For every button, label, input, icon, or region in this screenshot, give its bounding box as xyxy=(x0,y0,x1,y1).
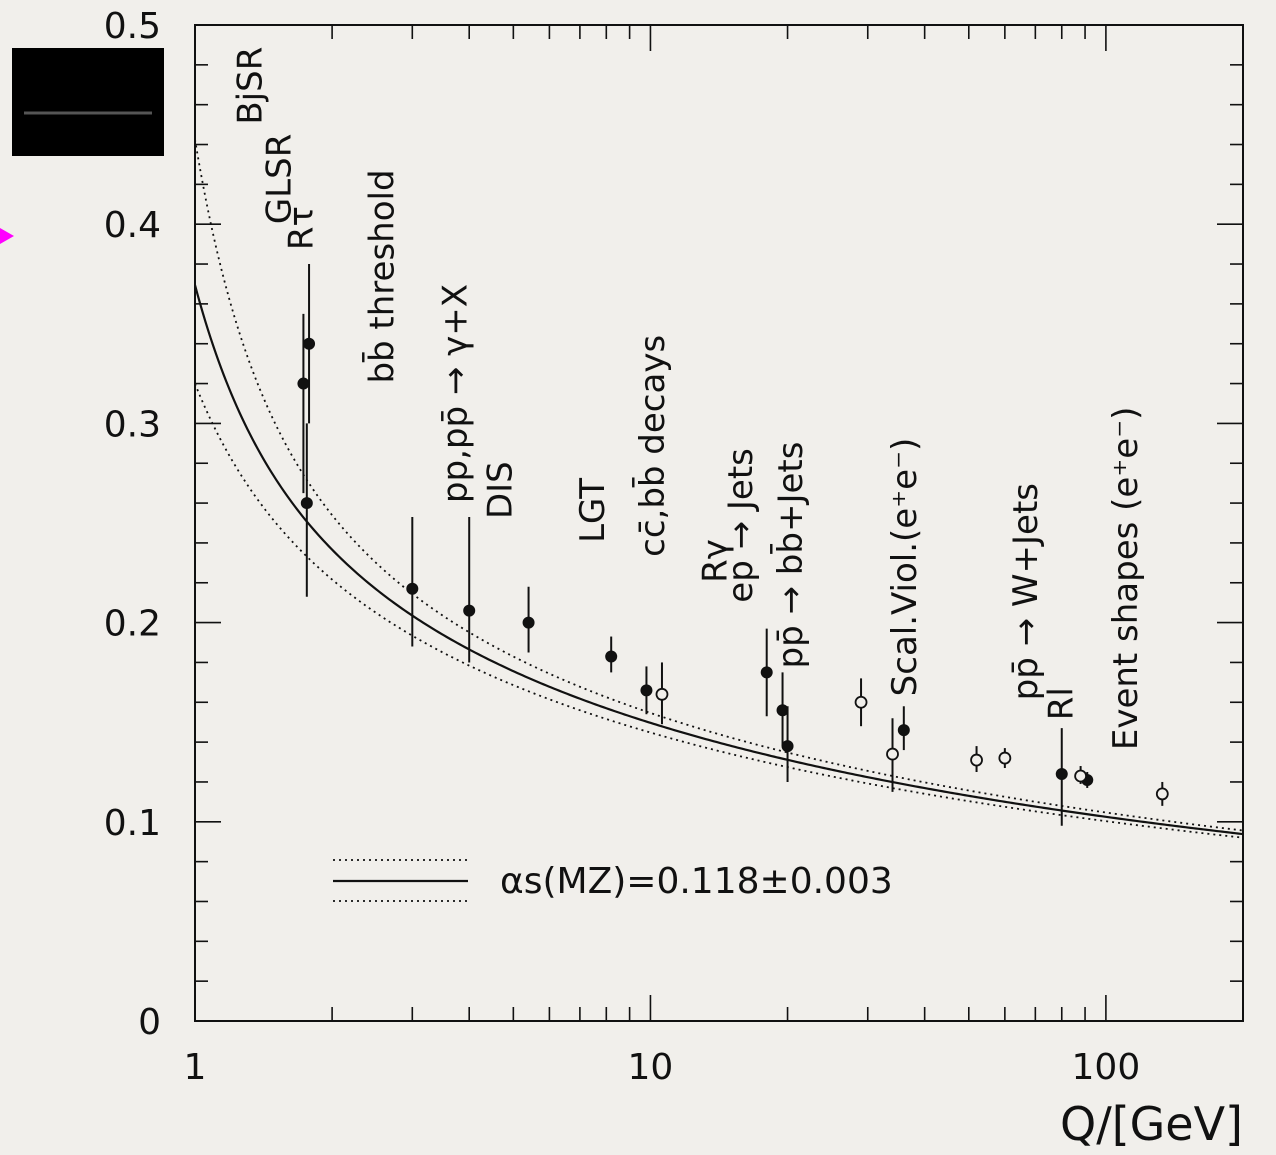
annotation-label: Scal.Viol.(e⁺e⁻) xyxy=(885,438,925,697)
data-point-filled xyxy=(760,666,773,679)
data-point-filled xyxy=(640,684,653,697)
y-tick-label: 0.4 xyxy=(104,205,161,246)
data-point-open xyxy=(998,751,1012,765)
curve-upper xyxy=(194,139,1244,832)
plot-frame xyxy=(194,24,1244,1022)
annotation-label: cc̄,bb̄ decays xyxy=(632,335,673,557)
annotation-label: Event shapes (e⁺e⁻) xyxy=(1106,407,1146,751)
data-point-filled xyxy=(300,497,313,510)
data-point-filled xyxy=(297,377,310,390)
annotation-label: bb̄ threshold xyxy=(361,169,402,383)
y-tick-label: 0 xyxy=(138,1002,161,1043)
data-point-filled xyxy=(303,337,316,350)
data-point-open xyxy=(1074,769,1088,783)
curve-central xyxy=(193,284,1244,836)
overlay xyxy=(0,48,164,244)
axis-ticks: 1 10 100 0 0.1 0.2 0.3 0.4 0.5 Q/[GeV] xyxy=(104,6,1244,1151)
annotation-label: ep → Jets xyxy=(721,448,761,603)
annotation-label: LGT xyxy=(573,478,613,543)
x-axis-title: Q/[GeV] xyxy=(1060,1097,1243,1151)
annotation-label: DIS xyxy=(480,461,520,519)
x-tick-label: 10 xyxy=(628,1047,674,1088)
data-point-open xyxy=(1155,787,1169,801)
data-point-filled xyxy=(463,604,476,617)
data-point-filled xyxy=(776,704,789,717)
legend: αs(MZ)=0.118±0.003 xyxy=(333,859,893,902)
y-tick-label: 0.5 xyxy=(104,6,161,47)
data-point-filled xyxy=(781,740,794,753)
annotation-label: pp̄ → W+Jets xyxy=(1006,483,1046,700)
y-tick-label: 0.1 xyxy=(104,803,161,844)
black-patch-icon xyxy=(12,48,164,156)
x-tick-label: 1 xyxy=(184,1047,207,1088)
annotation-label: Rl xyxy=(1042,687,1082,720)
y-tick-label: 0.2 xyxy=(104,604,161,645)
annotation-label: Rγ xyxy=(696,539,736,583)
annotation-label: pp̄ → bb̄+Jets xyxy=(770,442,811,669)
data-point-open xyxy=(886,747,899,761)
data-point-filled xyxy=(522,616,535,629)
data-point-open xyxy=(655,687,669,701)
annotation-label: Rτ xyxy=(281,206,321,250)
data-point-open xyxy=(854,695,868,709)
arrow-right-icon xyxy=(0,228,14,244)
data-point-open xyxy=(970,753,983,767)
annotation-label: pp,pp̄ → γ+X xyxy=(436,284,476,503)
legend-label: αs(MZ)=0.118±0.003 xyxy=(500,861,893,902)
data-point-filled xyxy=(406,582,419,595)
data-point-filled xyxy=(605,650,618,663)
plot-border xyxy=(194,24,1244,1022)
alpha-s-curves xyxy=(193,139,1244,839)
annotation-label: BjSR xyxy=(231,47,271,125)
data-point-filled xyxy=(897,724,910,737)
data-point-filled xyxy=(1055,767,1068,780)
data-points xyxy=(297,264,1169,826)
x-tick-label: 100 xyxy=(1072,1047,1141,1088)
curve-lower xyxy=(194,383,1244,839)
annotation-label: GLSR xyxy=(259,134,299,225)
y-tick-label: 0.3 xyxy=(104,404,161,445)
